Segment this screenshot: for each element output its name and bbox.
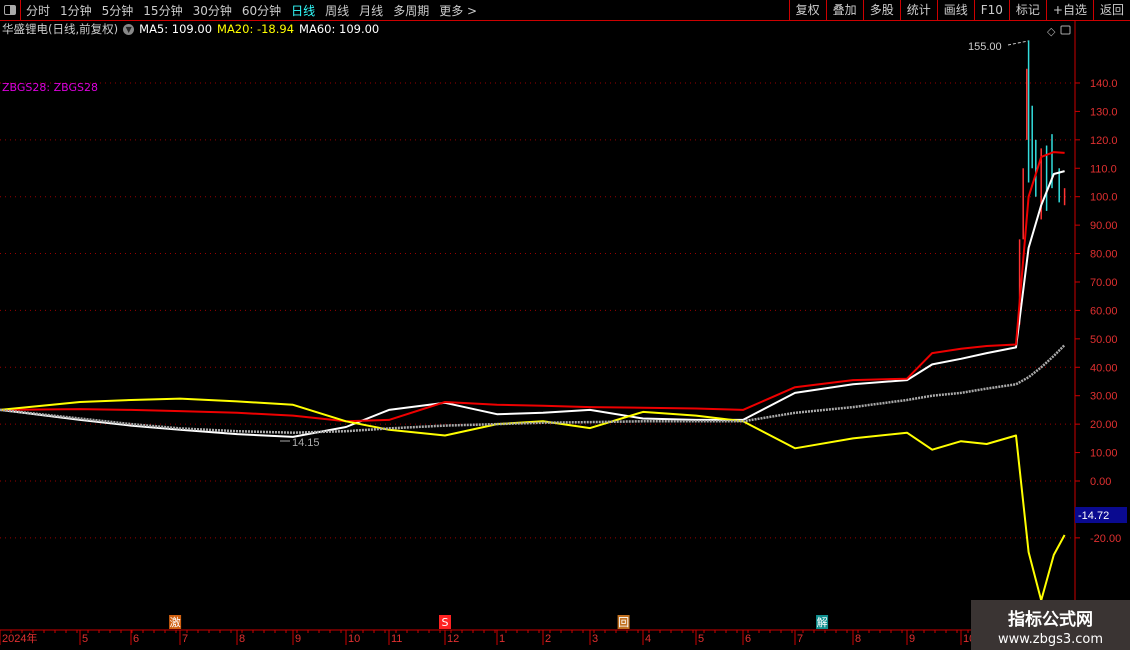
y-tick-label: 30.00 <box>1090 391 1118 403</box>
event-marker-label: 解 <box>817 615 828 629</box>
stock-title: 华盛锂电(日线,前复权) <box>2 22 119 36</box>
toolbar-button[interactable]: 标记 <box>1008 0 1046 20</box>
x-tick-label: 6 <box>745 633 751 645</box>
toolbar-button[interactable]: 返回 <box>1092 0 1130 20</box>
toolbar-button[interactable]: 复权 <box>788 0 826 20</box>
watermark-url: www.zbgs3.com <box>997 632 1104 647</box>
tab-period[interactable]: 15分钟 <box>143 3 183 18</box>
tab-period[interactable]: 更多 > <box>439 3 478 18</box>
event-marker <box>169 615 182 629</box>
low-annotation: 14.15 <box>280 437 320 449</box>
y-tick-label: 50.00 <box>1090 334 1118 346</box>
tab-period[interactable]: 5分钟 <box>101 3 134 18</box>
ma20-value: MA20: -18.94 <box>217 22 295 36</box>
x-tick-label: 2024年 <box>2 631 37 645</box>
y-tick-label: 0.00 <box>1090 476 1111 488</box>
time-axis: 2024年 5 6 7 8 9 10 11 12 1 2 3 4 5 6 7 8 9 10 <box>0 630 1068 645</box>
toolbar-button[interactable]: 画线 <box>936 0 974 20</box>
x-tick-label: 4 <box>645 633 651 645</box>
x-tick-label: 5 <box>698 633 704 645</box>
ma5-value: MA5: 109.00 <box>139 22 213 36</box>
y-tick-label: 120.0 <box>1090 135 1118 147</box>
event-marker <box>617 615 630 629</box>
x-tick-label: 2 <box>545 633 551 645</box>
x-tick-label: 9 <box>295 633 301 645</box>
indicator-lines <box>0 151 1066 602</box>
y-tick-label: 40.00 <box>1090 362 1118 374</box>
tab-period[interactable]: 1分钟 <box>60 3 92 18</box>
chart-info-bar: 华盛锂电(日线,前复权) ▼ MA5: 109.00 MA20: -18.94 … <box>2 21 379 37</box>
event-marker-label: 激 <box>170 615 181 629</box>
period-tabs: 分时 1分钟 5分钟 15分钟 30分钟 60分钟 日线 周线 月线 多周期 更多 > <box>21 2 482 19</box>
price-axis: 140.0 130.0 120.0 110.0 100.0 90.00 80.00 70.00… <box>1075 78 1121 545</box>
period-toolbar: 分时 1分钟 5分钟 15分钟 30分钟 60分钟 日线 周线 月线 多周期 更多 > 复权 叠加 多股… <box>0 0 1130 21</box>
x-tick-label: 3 <box>592 633 598 645</box>
tab-period[interactable]: 日线 <box>291 3 316 18</box>
event-marker-label: S <box>442 616 449 629</box>
y-tick-label: 20.00 <box>1090 419 1118 431</box>
watermark-title: 指标公式网 <box>1008 610 1093 630</box>
line-gray <box>0 344 1066 434</box>
tab-period[interactable]: 多周期 <box>393 3 430 18</box>
ma60-value: MA60: 109.00 <box>299 22 380 36</box>
y-tick-label: 110.0 <box>1090 163 1117 175</box>
tab-period[interactable]: 60分钟 <box>241 3 282 18</box>
indicator-label: ZBGS28: ZBGS28 <box>2 81 98 94</box>
diamond-icon[interactable]: ◇ <box>1047 25 1056 38</box>
line-red <box>0 151 1065 423</box>
watermark: 指标公式网 www.zbgs3.com <box>971 600 1130 650</box>
event-marker-label: 回 <box>618 616 629 629</box>
x-tick-label: 1 <box>499 633 505 645</box>
y-tick-label: -20.00 <box>1090 533 1121 545</box>
line-white <box>0 170 1065 438</box>
x-tick-label: 8 <box>855 633 861 645</box>
candles <box>1018 40 1066 325</box>
y-tick-label: 130.0 <box>1090 106 1118 118</box>
toolbar-button[interactable]: F10 <box>973 0 1009 20</box>
high-label: 155.00 <box>968 41 1002 53</box>
chevron-down-icon[interactable]: ▼ <box>123 23 135 35</box>
tab-period[interactable]: 分时 <box>26 3 51 18</box>
x-tick-label: 6 <box>133 633 139 645</box>
x-tick-label: 11 <box>391 633 402 645</box>
line-yellow <box>0 397 1066 602</box>
tab-period[interactable]: 30分钟 <box>192 3 232 18</box>
y-tick-label: 100.0 <box>1090 192 1118 204</box>
y-tick-label: 80.00 <box>1090 249 1118 261</box>
x-tick-label: 5 <box>82 633 88 645</box>
y-tick-label: 90.00 <box>1090 220 1118 232</box>
function-buttons: 复权 叠加 多股 统计 画线 F10 标记 +自选 返回 <box>788 0 1130 20</box>
high-annotation: 155.00 <box>968 40 1029 53</box>
event-marker <box>816 615 829 629</box>
sidebar-toggle-button[interactable] <box>0 0 21 20</box>
gridlines <box>0 82 1075 539</box>
toolbar-button[interactable]: 统计 <box>899 0 937 20</box>
event-marker <box>439 615 451 629</box>
x-tick-label: 7 <box>797 633 803 645</box>
y-tick-label: 60.00 <box>1090 305 1118 317</box>
toolbar-button[interactable]: +自选 <box>1045 0 1093 20</box>
low-label: 14.15 <box>292 437 320 449</box>
x-tick-label: 9 <box>909 633 915 645</box>
x-tick-label: 8 <box>239 633 245 645</box>
tab-period[interactable]: 周线 <box>325 3 350 18</box>
panel-toggle-icon[interactable] <box>1060 25 1071 35</box>
y-tick-label: 10.00 <box>1090 448 1118 460</box>
y-tick-label: 70.00 <box>1090 277 1118 289</box>
y-tick-label: 140.0 <box>1090 78 1118 90</box>
current-value-label: -14.72 <box>1078 510 1109 522</box>
current-value-box <box>1075 507 1127 523</box>
x-tick-label: 10 <box>348 633 360 645</box>
panel-icon <box>4 5 16 15</box>
arrow-right-icon <box>1007 40 1029 46</box>
x-tick-label: 12 <box>447 633 459 645</box>
toolbar-button[interactable]: 叠加 <box>825 0 863 20</box>
toolbar-button[interactable]: 多股 <box>862 0 900 20</box>
x-tick-label: 7 <box>182 633 188 645</box>
tab-period[interactable]: 月线 <box>359 3 384 18</box>
